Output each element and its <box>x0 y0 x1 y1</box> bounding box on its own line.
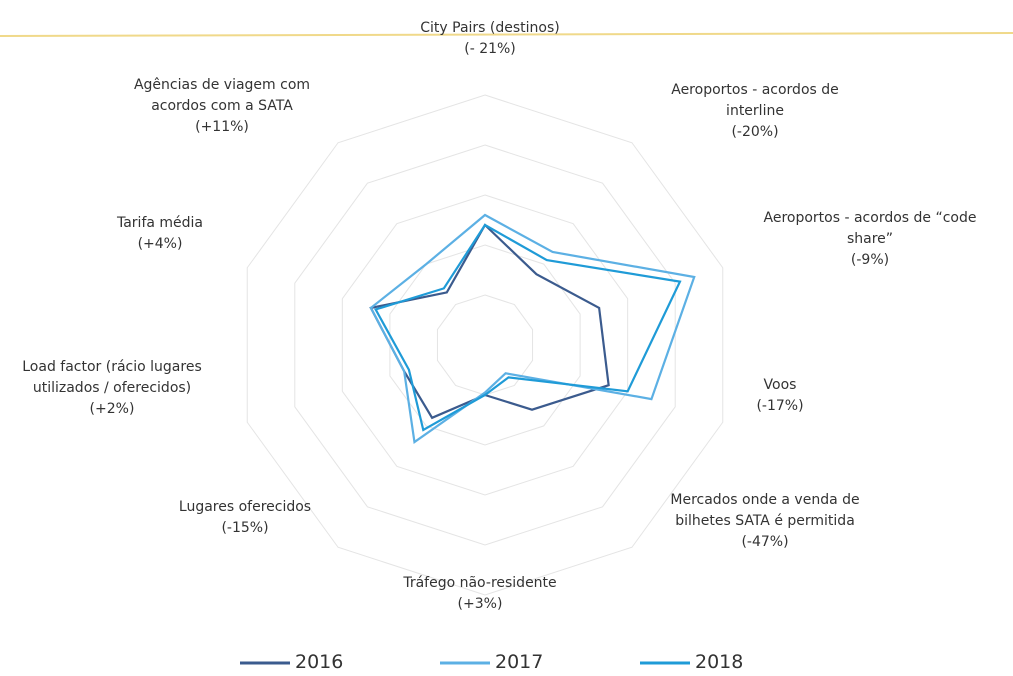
grid-ring <box>436 294 534 396</box>
series-line <box>369 213 696 445</box>
axis-label: Mercados onde a venda de bilhetes SATA é… <box>670 492 860 550</box>
axis-label: Load factor (rácio lugares utilizados / … <box>22 359 202 417</box>
series-line <box>374 223 682 432</box>
axis-label: Tarifa média (+4%) <box>116 215 204 252</box>
axis-label: Aeroportos - acordos de interline (-20%) <box>671 82 839 140</box>
grid-ring <box>341 194 629 496</box>
legend-label: 2017 <box>495 651 544 673</box>
axis-label: City Pairs (destinos) (- 21%) <box>420 20 560 57</box>
legend-label: 2018 <box>695 651 744 673</box>
header-rule <box>0 32 1013 37</box>
legend-label: 2016 <box>295 651 344 673</box>
axis-label: Voos (-17%) <box>756 377 804 414</box>
axis-label: Tráfego não-residente (+3%) <box>403 575 557 612</box>
axis-label: Agências de viagem com acordos com a SAT… <box>133 77 311 135</box>
axis-label: Lugares oferecidos (-15%) <box>178 499 312 536</box>
grid-ring <box>389 244 581 446</box>
grid-ring <box>294 144 676 546</box>
axis-label: Aeroportos - acordos de “code share” (-9… <box>763 210 977 268</box>
grid-ring <box>246 94 724 596</box>
